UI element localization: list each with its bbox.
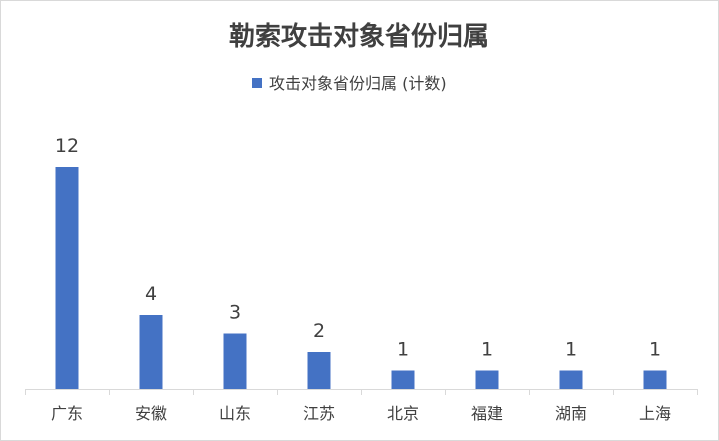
x-tick-label-5: 福建	[471, 404, 503, 423]
data-label-5: 1	[481, 339, 493, 361]
bar-0	[55, 167, 79, 389]
x-tick-label-3: 江苏	[303, 404, 335, 423]
data-label-2: 3	[229, 302, 241, 324]
x-tick-label-4: 北京	[387, 404, 419, 423]
data-label-3: 2	[313, 320, 325, 342]
x-tick-label-1: 安徽	[135, 404, 167, 423]
bar-6	[559, 370, 583, 389]
data-label-0: 12	[55, 135, 79, 157]
data-label-7: 1	[649, 339, 661, 361]
chart-title: 勒索攻击对象省份归属	[229, 21, 489, 52]
bar-5	[475, 370, 499, 389]
data-label-6: 1	[565, 339, 577, 361]
x-tick-label-2: 山东	[219, 404, 251, 423]
legend-swatch	[252, 78, 262, 88]
x-tick-label-0: 广东	[51, 404, 83, 423]
plot-area: 12 广东 4 安徽 3 山东 2 江苏 1 北京 1 福建 1 湖南 1 上海	[25, 135, 698, 423]
data-label-1: 4	[145, 283, 157, 305]
legend-label: 攻击对象省份归属 (计数)	[269, 74, 447, 93]
bar-3	[307, 352, 331, 389]
bar-7	[643, 370, 667, 389]
bar-1	[139, 315, 163, 389]
bar-2	[223, 333, 247, 389]
bar-4	[391, 370, 415, 389]
data-label-4: 1	[397, 339, 409, 361]
x-tick-label-6: 湖南	[555, 404, 587, 423]
x-tick-label-7: 上海	[639, 404, 671, 423]
legend: 攻击对象省份归属 (计数)	[252, 74, 447, 93]
